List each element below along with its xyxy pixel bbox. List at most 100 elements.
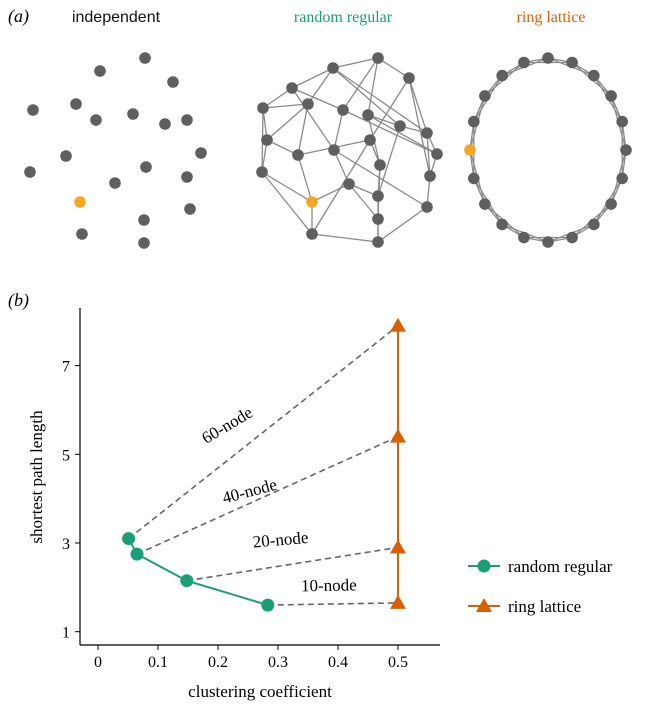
network-edge bbox=[297, 154, 313, 203]
y-tick-label: 3 bbox=[62, 536, 70, 553]
network-edge bbox=[291, 87, 344, 111]
network-node bbox=[140, 161, 152, 173]
network-edge bbox=[311, 183, 350, 203]
network-node bbox=[362, 109, 374, 121]
network-node bbox=[256, 166, 268, 178]
data-point-triangle bbox=[390, 428, 406, 443]
network-node bbox=[181, 171, 193, 183]
network-node bbox=[257, 102, 269, 114]
y-tick-label: 5 bbox=[62, 447, 70, 464]
network-node bbox=[566, 231, 578, 244]
panel-b-label: (b) bbox=[8, 290, 29, 311]
network-edge bbox=[426, 132, 431, 177]
network-edge bbox=[261, 171, 313, 235]
x-ticks: 0 0.1 0.2 0.3 0.4 0.5 bbox=[94, 645, 408, 671]
x-axis-label: clustering coefficient bbox=[188, 682, 332, 701]
network-edge bbox=[332, 67, 428, 134]
network-node bbox=[343, 178, 355, 190]
network-node bbox=[616, 172, 628, 185]
ring-lattice-network bbox=[464, 52, 632, 248]
network-node bbox=[542, 236, 554, 248]
y-tick-label: 1 bbox=[62, 625, 70, 642]
panel-a-label: (a) bbox=[8, 6, 29, 27]
network-edge bbox=[377, 206, 428, 243]
size-connector bbox=[128, 325, 399, 540]
network-node bbox=[364, 134, 376, 146]
network-node bbox=[394, 120, 406, 132]
data-point-circle bbox=[261, 598, 275, 612]
network-node bbox=[588, 218, 600, 231]
network-node bbox=[374, 159, 386, 171]
network-node bbox=[337, 104, 349, 116]
ring-lattice-title: ring lattice bbox=[517, 9, 586, 26]
network-node bbox=[306, 228, 318, 240]
legend-marker-triangle bbox=[476, 598, 492, 612]
x-tick-label: 0.4 bbox=[328, 654, 348, 671]
network-edge bbox=[342, 109, 438, 155]
network-node bbox=[327, 62, 339, 74]
network-node bbox=[70, 98, 82, 110]
network-node bbox=[403, 72, 415, 84]
network-edge bbox=[332, 57, 379, 69]
connector-lines bbox=[128, 325, 399, 606]
y-ticks: 1 3 5 7 bbox=[62, 359, 80, 642]
x-tick-label: 0 bbox=[94, 654, 102, 671]
network-edge bbox=[261, 171, 313, 203]
network-node bbox=[518, 56, 530, 69]
network-node bbox=[566, 56, 578, 69]
data-point-triangle bbox=[390, 539, 406, 554]
x-tick-label: 0.1 bbox=[148, 654, 168, 671]
network-edge bbox=[291, 87, 335, 151]
network-node bbox=[94, 65, 106, 77]
network-node bbox=[616, 115, 628, 128]
network-node bbox=[372, 52, 384, 64]
y-tick-label: 7 bbox=[62, 359, 70, 376]
network-node bbox=[496, 218, 508, 231]
network-edge bbox=[266, 103, 309, 141]
network-node bbox=[261, 134, 273, 146]
network-edge bbox=[342, 57, 379, 111]
network-edge bbox=[297, 103, 309, 156]
network-node bbox=[372, 213, 384, 225]
network-node bbox=[181, 114, 193, 126]
network-edge bbox=[262, 87, 293, 109]
network-node bbox=[90, 114, 102, 126]
network-node bbox=[620, 144, 632, 156]
network-node bbox=[372, 236, 384, 248]
network-node bbox=[139, 52, 151, 64]
data-point-triangle bbox=[390, 594, 406, 609]
random-regular-title: random regular bbox=[294, 9, 393, 26]
network-node bbox=[421, 201, 433, 213]
random-regular-network bbox=[256, 52, 443, 248]
network-edge bbox=[348, 183, 379, 220]
size-annotation: 10-node bbox=[301, 575, 357, 595]
network-node bbox=[372, 190, 384, 202]
network-edge bbox=[377, 57, 410, 79]
legend-label: random regular bbox=[508, 557, 613, 576]
network-node bbox=[138, 237, 150, 249]
network-edge bbox=[262, 103, 309, 109]
data-point-triangle bbox=[390, 317, 406, 332]
network-node bbox=[286, 82, 298, 94]
y-axis-label: shortest path length bbox=[27, 410, 46, 544]
network-edge bbox=[332, 67, 401, 127]
network-node bbox=[76, 228, 88, 240]
network-edge bbox=[369, 77, 410, 141]
network-node bbox=[479, 198, 491, 210]
highlighted-node bbox=[74, 196, 86, 208]
network-node bbox=[468, 172, 480, 185]
network-node bbox=[424, 170, 436, 182]
legend-marker-circle bbox=[477, 559, 491, 573]
network-edge bbox=[311, 233, 379, 243]
network-node bbox=[109, 177, 121, 189]
network-node bbox=[167, 76, 179, 88]
network-node bbox=[292, 149, 304, 161]
network-edge bbox=[311, 139, 371, 235]
network-node bbox=[605, 90, 617, 102]
size-annotation: 60-node bbox=[198, 403, 256, 448]
network-node bbox=[27, 104, 39, 116]
network-node bbox=[127, 108, 139, 120]
network-node bbox=[542, 52, 554, 64]
network-node bbox=[605, 198, 617, 210]
